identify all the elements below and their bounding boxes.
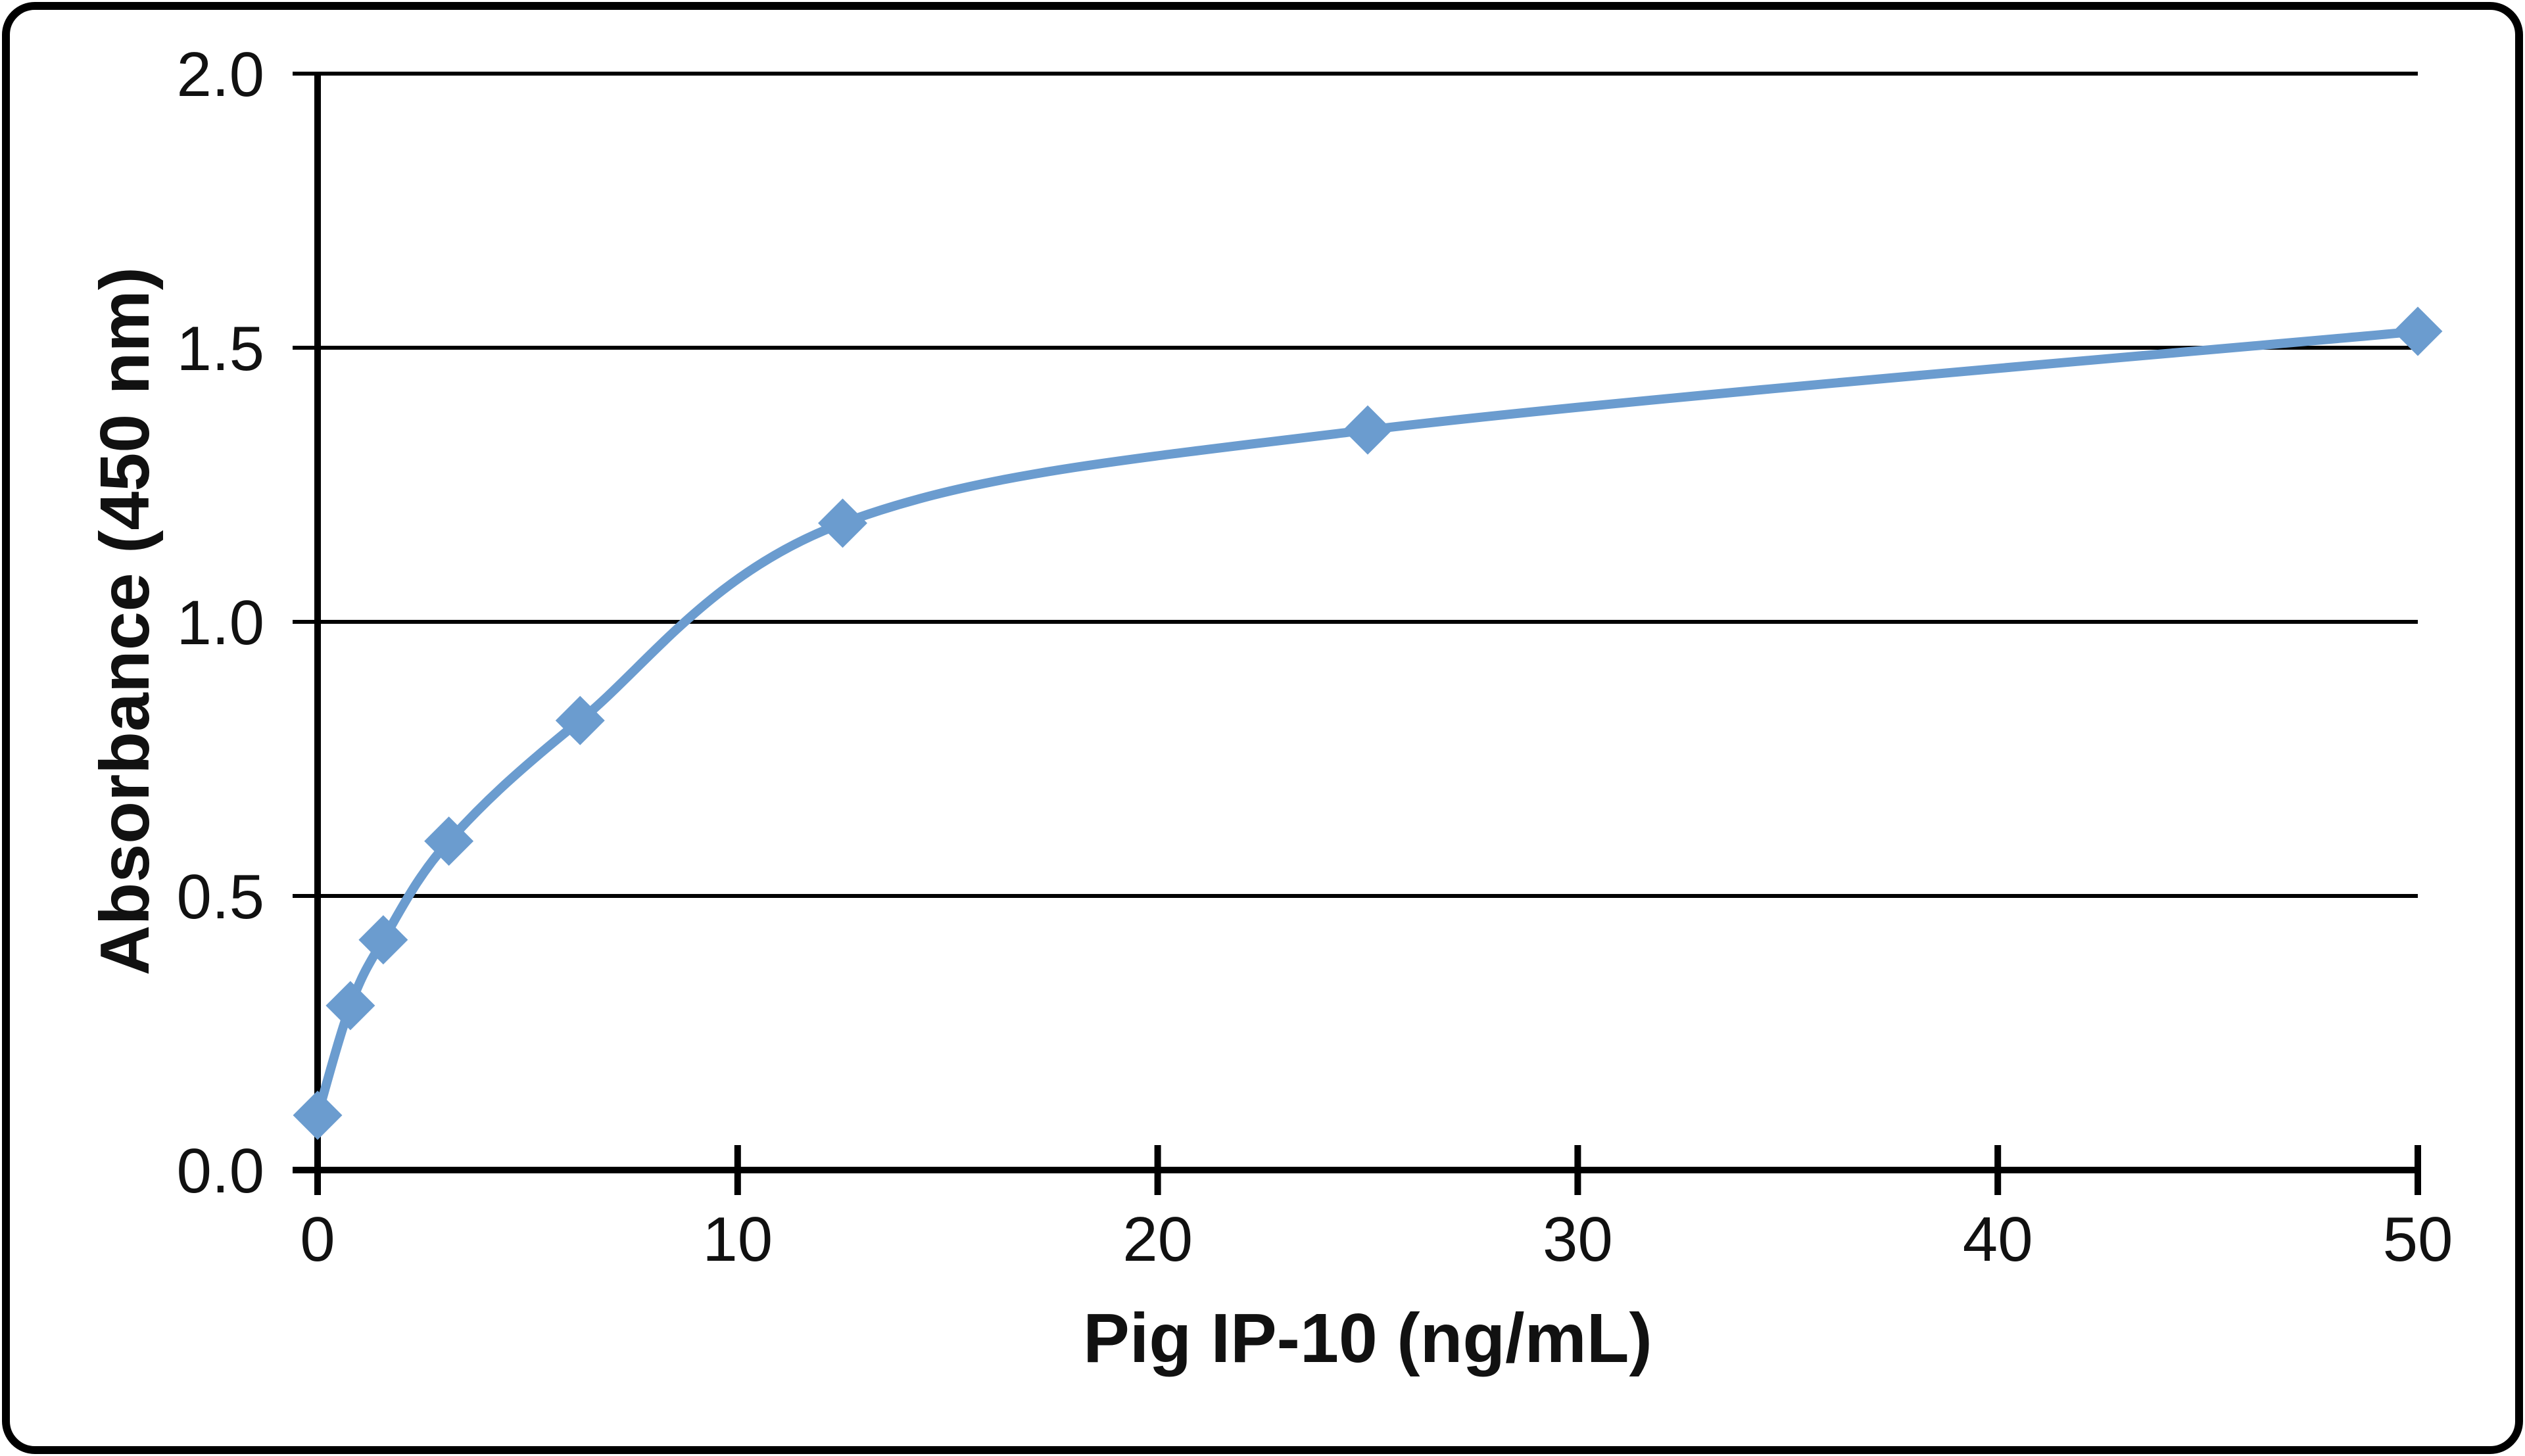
data-point-marker-3.125 bbox=[424, 816, 474, 866]
data-point-marker-25 bbox=[1343, 405, 1393, 455]
data-point-marker-50 bbox=[2393, 306, 2443, 356]
y-tick-label-1.0: 1.0 bbox=[177, 588, 264, 658]
y-tick-label-0.5: 0.5 bbox=[177, 862, 264, 932]
data-point-marker-12.5 bbox=[818, 498, 867, 548]
y-axis-title: Absorbance (450 nm) bbox=[86, 267, 164, 975]
data-point-marker-0.781 bbox=[325, 981, 375, 1031]
data-series bbox=[293, 306, 2443, 1140]
x-tick-label-20: 20 bbox=[1122, 1204, 1193, 1275]
x-tick-label-40: 40 bbox=[1963, 1204, 2033, 1275]
data-point-marker-0 bbox=[293, 1091, 343, 1140]
x-axis-title: Pig IP-10 (ng/mL) bbox=[1083, 1300, 1652, 1377]
y-tick-label-1.5: 1.5 bbox=[177, 314, 264, 384]
axes bbox=[293, 74, 2418, 1195]
x-tick-label-30: 30 bbox=[1543, 1204, 1613, 1275]
tick-marks bbox=[314, 1145, 2421, 1195]
x-tick-label-50: 50 bbox=[2383, 1204, 2453, 1275]
x-tick-label-10: 10 bbox=[702, 1204, 773, 1275]
data-point-marker-6.25 bbox=[555, 695, 605, 745]
tick-labels: 0 10 20 30 40 50 0.0 0.5 1.0 1.5 2.0 bbox=[177, 39, 2453, 1275]
data-point-marker-1.563 bbox=[358, 915, 408, 965]
gridlines bbox=[293, 72, 2418, 898]
y-tick-label-0.0: 0.0 bbox=[177, 1136, 264, 1206]
y-tick-label-2.0: 2.0 bbox=[177, 39, 264, 110]
x-tick-label-0: 0 bbox=[300, 1204, 335, 1275]
